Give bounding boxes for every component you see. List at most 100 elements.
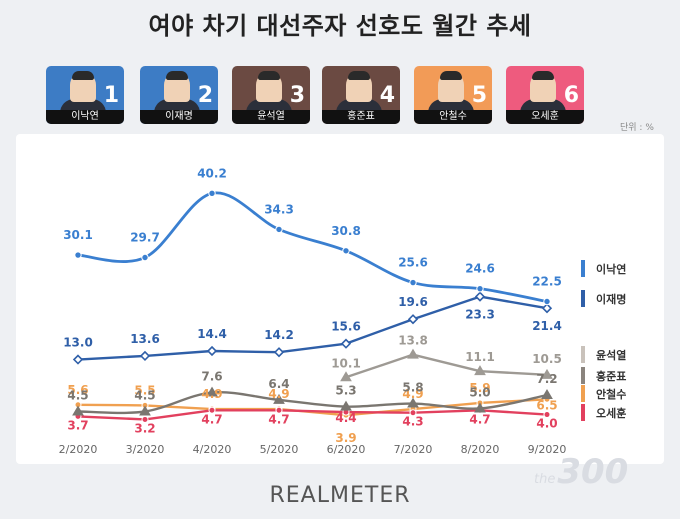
candidate-name: 이낙연 <box>46 110 124 124</box>
data-label: 4.5 <box>134 389 155 403</box>
series-line <box>76 295 549 361</box>
data-label: 6.5 <box>536 398 557 412</box>
candidate-card: 2 이재명 <box>140 66 218 124</box>
legend-swatch <box>581 290 585 307</box>
data-point <box>342 247 350 255</box>
candidate-photo-body <box>60 99 106 113</box>
data-point <box>72 405 84 416</box>
legend-label: 안철수 <box>596 387 626 401</box>
data-label: 21.4 <box>532 319 562 333</box>
data-label: 4.4 <box>335 411 356 425</box>
data-label: 14.4 <box>197 327 227 341</box>
series-line <box>344 353 549 379</box>
legend-label: 이낙연 <box>596 262 626 276</box>
candidate-number: 6 <box>563 83 579 108</box>
data-point <box>543 411 551 419</box>
legend-swatch <box>581 346 585 363</box>
candidate-name: 오세훈 <box>506 110 584 124</box>
data-label: 24.6 <box>465 262 495 276</box>
candidate-name: 윤석열 <box>232 110 310 124</box>
data-point <box>208 406 216 414</box>
data-label: 4.9 <box>201 387 222 401</box>
candidate-photo <box>70 71 96 102</box>
data-label: 5.5 <box>134 383 155 397</box>
data-label: 5.0 <box>469 385 490 399</box>
data-label: 30.8 <box>331 224 361 238</box>
data-label: 7.6 <box>201 370 222 384</box>
candidate-card: 4 홍준표 <box>322 66 400 124</box>
chart-panel: 2/2020 3/2020 4/2020 5/2020 6/2020 7/2020 8/20… <box>16 134 664 464</box>
brand-logo: REALMETER <box>269 483 411 508</box>
series-line <box>76 409 549 421</box>
data-point <box>141 415 149 423</box>
data-label: 30.1 <box>63 228 93 242</box>
candidate-card: 6 오세훈 <box>506 66 584 124</box>
data-point <box>474 291 486 302</box>
data-label: 10.1 <box>331 356 361 370</box>
data-label: 5.8 <box>402 381 423 395</box>
data-point <box>275 225 283 234</box>
data-point <box>273 393 285 404</box>
x-tick-label: 2/2020 <box>59 443 98 456</box>
candidate-number: 2 <box>197 83 213 108</box>
data-label: 10.5 <box>532 352 562 366</box>
page-title: 여야 차기 대선주자 선호도 월간 추세 <box>148 12 532 40</box>
data-point <box>474 365 486 376</box>
data-label: 15.6 <box>331 320 361 334</box>
legend-label: 윤석열 <box>596 348 626 362</box>
data-label: 13.6 <box>130 332 160 346</box>
data-label: 4.9 <box>402 387 423 401</box>
data-point <box>206 345 218 357</box>
data-point <box>340 371 352 382</box>
data-label: 11.1 <box>465 350 495 364</box>
candidate-cards: 1 이낙연 2 이재명 3 윤석열 4 홍준표 5 안철수 6 오세훈 <box>0 66 680 126</box>
data-point <box>340 400 352 411</box>
data-label: 3.2 <box>134 421 155 435</box>
candidate-photo-body <box>428 99 474 113</box>
data-label: 7.2 <box>536 372 557 386</box>
trend-chart: 2/2020 3/2020 4/2020 5/2020 6/2020 7/2020 8/20… <box>59 166 627 456</box>
data-label: 5.3 <box>335 384 356 398</box>
watermark-logo: the300 <box>534 452 628 492</box>
data-label: 13.0 <box>63 336 93 350</box>
candidate-photo-body <box>246 99 292 113</box>
candidate-card: 3 윤석열 <box>232 66 310 124</box>
data-label: 14.2 <box>264 328 294 342</box>
data-label: 22.5 <box>532 275 562 289</box>
data-label: 5.9 <box>469 381 490 395</box>
data-label: 4.9 <box>268 387 289 401</box>
data-label: 4.5 <box>67 389 88 403</box>
candidate-number: 5 <box>471 83 487 108</box>
legend-swatch <box>581 404 585 421</box>
data-point <box>273 347 285 358</box>
candidate-photo <box>438 71 464 102</box>
data-point <box>139 350 151 362</box>
data-label: 3.7 <box>67 418 88 432</box>
legend-label: 오세훈 <box>596 406 626 420</box>
candidate-number: 4 <box>379 83 395 108</box>
x-tick-label: 9/2020 <box>528 443 567 456</box>
data-point <box>543 297 551 306</box>
legend-label: 홍준표 <box>596 369 626 383</box>
data-label: 40.2 <box>197 166 227 180</box>
data-label: 34.3 <box>264 202 294 216</box>
candidate-photo <box>164 71 190 102</box>
data-label: 5.6 <box>67 383 88 397</box>
data-label: 23.3 <box>465 308 495 322</box>
candidate-photo-body <box>520 99 566 113</box>
candidate-name: 홍준표 <box>322 110 400 124</box>
x-tick-label: 7/2020 <box>394 443 433 456</box>
candidate-name: 이재명 <box>140 110 218 124</box>
candidate-card: 5 안철수 <box>414 66 492 124</box>
data-point <box>72 354 84 365</box>
data-point <box>474 402 486 413</box>
candidate-photo-body <box>154 99 200 113</box>
data-point <box>407 348 419 359</box>
legend-swatch <box>581 260 585 277</box>
candidate-card: 1 이낙연 <box>46 66 124 124</box>
x-tick-label: 3/2020 <box>126 443 165 456</box>
data-label: 3.9 <box>335 431 356 445</box>
data-label: 29.7 <box>130 231 160 245</box>
data-label: 4.3 <box>402 415 423 429</box>
data-point <box>409 409 417 417</box>
